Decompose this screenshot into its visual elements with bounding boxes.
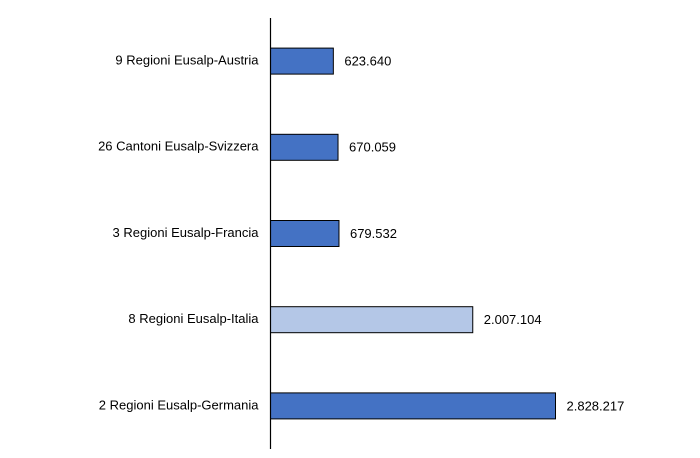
- value-label-3: 2.007.104: [484, 312, 542, 327]
- value-label-1: 670.059: [349, 140, 396, 155]
- bar-3: [270, 306, 474, 334]
- category-label-1: 26 Cantoni Eusalp-Svizzera: [98, 139, 259, 154]
- labels-layer: 9 Regioni Eusalp-Austria 623.640 26 Canton…: [98, 53, 624, 414]
- bar-4: [270, 392, 556, 420]
- value-label-2: 679.532: [350, 226, 397, 241]
- value-label-0: 623.640: [344, 54, 391, 69]
- category-label-4: 2 Regioni Eusalp-Germania: [99, 397, 259, 412]
- category-label-0: 9 Regioni Eusalp-Austria: [115, 53, 259, 68]
- category-label-3: 8 Regioni Eusalp-Italia: [128, 311, 259, 326]
- bar-1: [270, 133, 339, 161]
- category-label-2: 3 Regioni Eusalp-Francia: [113, 225, 260, 240]
- bar-2: [270, 220, 340, 247]
- bar-0: [270, 47, 334, 75]
- bars-layer: [270, 47, 556, 420]
- value-label-4: 2.828.217: [567, 398, 625, 413]
